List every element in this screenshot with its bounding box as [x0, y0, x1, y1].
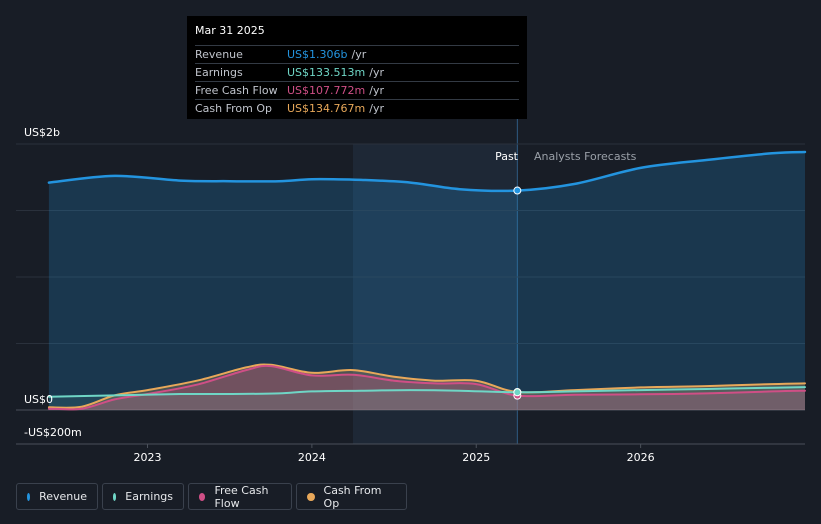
legend-label: Free Cash Flow [214, 483, 269, 510]
tooltip-unit: /yr [351, 48, 367, 61]
earnings-line [47, 386, 806, 398]
fcf-area [48, 365, 805, 410]
x-tick-label: 2023 [134, 451, 162, 464]
tooltip-label: Free Cash Flow [195, 84, 278, 97]
legend-label: Revenue [39, 490, 87, 503]
past-label: Past [495, 150, 519, 163]
data-tooltip: Mar 31 2025 Revenue US$1.306b /yr Earnin… [187, 16, 527, 119]
cfo-line [47, 363, 806, 409]
chart-canvas: US$2b US$0 -US$200m Past Analysts Foreca… [16, 118, 807, 464]
tooltip-unit: /yr [369, 102, 384, 115]
tooltip-unit: /yr [369, 84, 384, 97]
tooltip-label: Earnings [195, 66, 243, 79]
x-tick-label: 2026 [627, 451, 655, 464]
earnings-marker [513, 388, 522, 397]
x-axis-ticks: 2023 2024 2025 2026 [134, 444, 655, 464]
revenue-area [48, 152, 805, 410]
chart-background [352, 118, 518, 444]
y-axis-zero-label: US$0 [24, 393, 53, 406]
cfo-area [48, 364, 805, 410]
legend-item-earnings[interactable]: Earnings [102, 483, 184, 510]
tooltip-label: Cash From Op [195, 102, 273, 115]
revenue-line [47, 150, 807, 193]
tooltip-row-revenue: Revenue US$1.306b /yr [195, 46, 519, 64]
legend-item-cash-from-op[interactable]: Cash From Op [296, 483, 407, 510]
legend-item-revenue[interactable]: Revenue [16, 483, 98, 510]
axis-labels: US$2b US$0 -US$200m Past Analysts Foreca… [24, 126, 637, 439]
revenue-dot-icon [27, 492, 31, 501]
earnings-area [48, 387, 805, 410]
tooltip-value: US$134.767m [287, 102, 366, 115]
earnings-dot-icon [113, 492, 117, 501]
series-areas [48, 152, 805, 410]
series-lines [47, 150, 807, 411]
tooltip-unit: /yr [369, 66, 384, 79]
forecast-label: Analysts Forecasts [534, 150, 637, 163]
tooltip-value: US$133.513m [287, 66, 366, 79]
tooltip-label: Revenue [195, 48, 243, 61]
tooltip-row-earnings: Earnings US$133.513m /yr [195, 64, 519, 82]
tooltip-row-cfo: Cash From Op US$134.767m /yr [195, 100, 519, 117]
series-markers [513, 186, 522, 400]
y-axis-top-label: US$2b [24, 126, 60, 139]
tooltip-value: US$107.772m [287, 84, 366, 97]
legend-label: Earnings [125, 490, 173, 503]
past-highlight-band [352, 144, 518, 444]
chart-legend: Revenue Earnings Free Cash Flow Cash Fro… [16, 483, 407, 510]
gridlines [16, 143, 805, 445]
revenue-marker [513, 186, 522, 195]
tooltip-row-fcf: Free Cash Flow US$107.772m /yr [195, 82, 519, 100]
fcf-dot-icon [199, 492, 206, 501]
tooltip-date: Mar 31 2025 [195, 22, 519, 46]
legend-label: Cash From Op [323, 483, 382, 510]
legend-item-free-cash-flow[interactable]: Free Cash Flow [188, 483, 292, 510]
tooltip-value: US$1.306b [287, 48, 348, 61]
x-tick-label: 2024 [298, 451, 326, 464]
cfo-dot-icon [307, 492, 315, 501]
y-axis-bottom-label: -US$200m [24, 426, 82, 439]
x-tick-label: 2025 [462, 451, 490, 464]
